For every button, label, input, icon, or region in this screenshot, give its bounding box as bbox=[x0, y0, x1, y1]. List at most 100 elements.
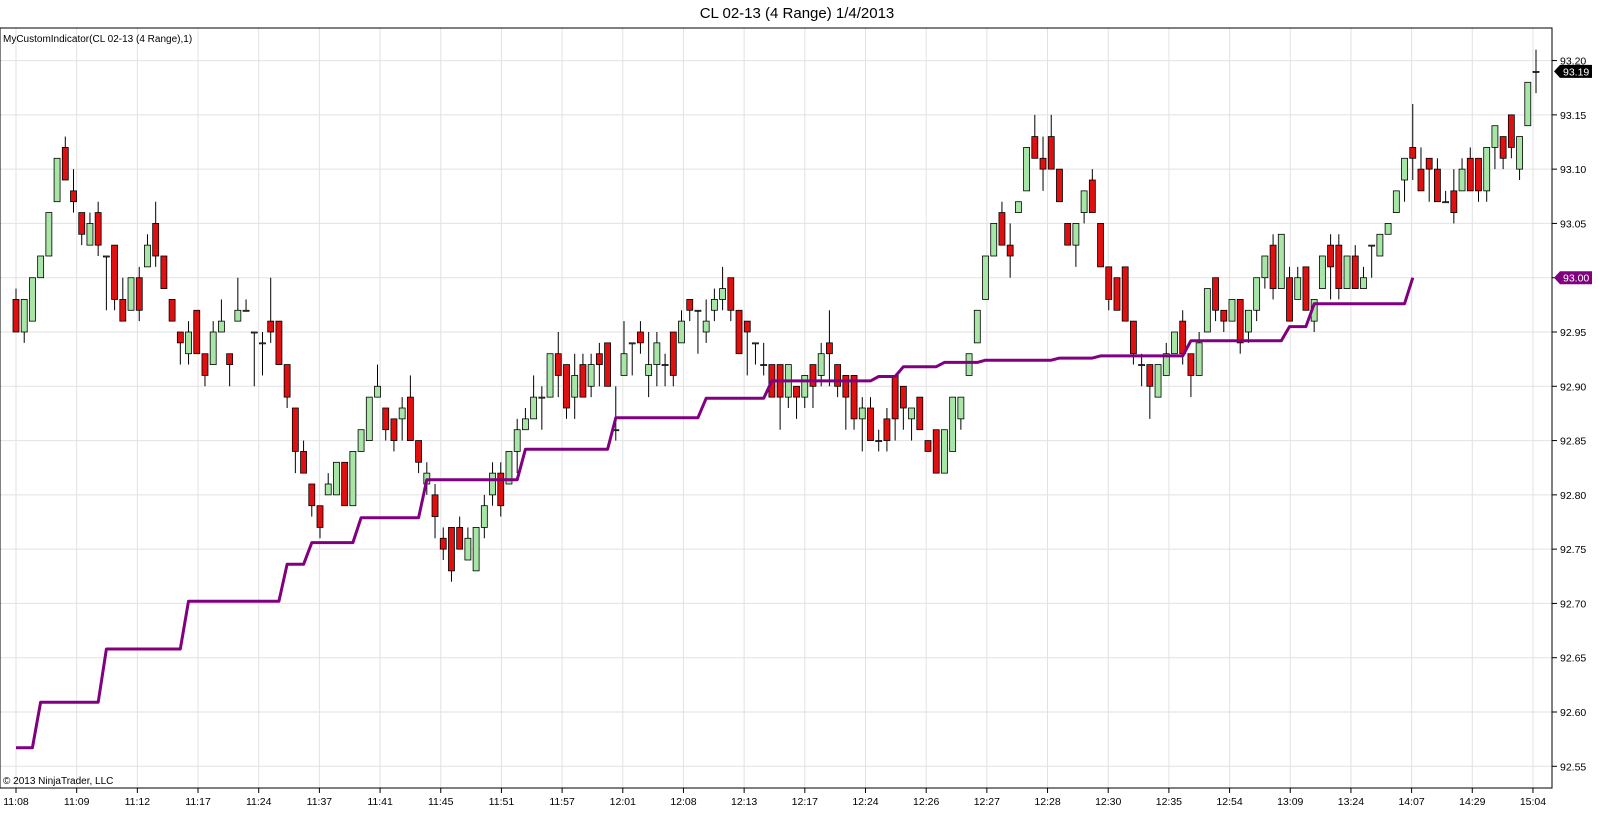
candle-body-down bbox=[891, 375, 899, 420]
candle bbox=[760, 342, 768, 376]
candle bbox=[308, 483, 316, 517]
candle-body-down bbox=[94, 212, 102, 246]
candle-body-up bbox=[1014, 201, 1022, 213]
candle bbox=[1203, 288, 1211, 333]
candle bbox=[1138, 353, 1146, 387]
candle-body-down bbox=[842, 375, 850, 398]
candle-body-up bbox=[398, 407, 406, 420]
candle-body-up bbox=[1491, 125, 1499, 148]
candle-body-up bbox=[1203, 288, 1211, 333]
candle bbox=[61, 136, 69, 181]
candle-body-up bbox=[949, 396, 957, 452]
candle-body-up bbox=[489, 472, 496, 496]
candle bbox=[1376, 233, 1384, 257]
candle bbox=[1228, 299, 1236, 322]
candle bbox=[226, 353, 234, 387]
candle-body-down bbox=[1212, 277, 1219, 311]
candle-body-up bbox=[702, 320, 710, 333]
candle-body-down bbox=[1121, 266, 1129, 322]
candle bbox=[587, 353, 595, 398]
y-tick-label: 92.65 bbox=[1560, 653, 1586, 665]
candle-body-up bbox=[250, 331, 258, 334]
candle-body-down bbox=[1475, 157, 1482, 192]
candle-body-down bbox=[1105, 266, 1113, 300]
candle bbox=[1014, 201, 1022, 213]
candle-body-up bbox=[234, 309, 242, 322]
candle bbox=[382, 407, 390, 441]
candle-body-down bbox=[390, 418, 398, 441]
candle-body-down bbox=[78, 212, 86, 235]
candle-body-up bbox=[628, 342, 636, 345]
candle-body-up bbox=[1245, 309, 1252, 333]
candle bbox=[645, 332, 653, 398]
candle-body-down bbox=[1039, 157, 1047, 170]
x-tick-label: 11:24 bbox=[246, 796, 272, 808]
candle-body-down bbox=[1434, 168, 1441, 203]
candle-body-down bbox=[850, 375, 858, 420]
candle-body-down bbox=[152, 223, 160, 257]
candle-body-down bbox=[291, 407, 299, 452]
y-tick-label: 93.15 bbox=[1560, 110, 1586, 122]
candle bbox=[1162, 342, 1170, 376]
x-tick-label: 14:29 bbox=[1459, 796, 1485, 808]
candle-body-up bbox=[464, 537, 472, 561]
candle bbox=[70, 169, 77, 213]
chart-title: CL 02-13 (4 Range) 1/4/2013 bbox=[700, 5, 895, 22]
candle-body-up bbox=[661, 364, 669, 366]
candle bbox=[1499, 136, 1507, 170]
candle bbox=[899, 385, 907, 430]
candle bbox=[1401, 157, 1408, 202]
x-tick-label: 12:54 bbox=[1216, 796, 1242, 808]
candle-body-down bbox=[456, 527, 464, 550]
candle bbox=[1335, 234, 1343, 300]
candle-body-down bbox=[899, 385, 907, 409]
candle bbox=[1031, 114, 1039, 159]
y-tick-label: 93.05 bbox=[1560, 218, 1586, 230]
candle-body-up bbox=[333, 461, 340, 496]
candle bbox=[1417, 147, 1425, 192]
candle bbox=[102, 255, 110, 311]
candle bbox=[1253, 277, 1261, 322]
candle bbox=[826, 310, 833, 387]
candle bbox=[480, 494, 488, 539]
candle bbox=[538, 386, 546, 430]
candle bbox=[20, 299, 28, 343]
candle bbox=[1097, 223, 1104, 268]
candle bbox=[1507, 114, 1515, 159]
candle bbox=[1277, 233, 1285, 289]
candle bbox=[341, 461, 349, 507]
candle bbox=[168, 299, 176, 322]
x-tick-label: 11:41 bbox=[367, 796, 393, 808]
candle-body-up bbox=[53, 157, 61, 203]
candle-body-up bbox=[1162, 353, 1170, 376]
candle bbox=[1220, 309, 1228, 332]
candle-body-up bbox=[678, 320, 685, 344]
candle bbox=[398, 397, 406, 441]
candle-body-up bbox=[858, 407, 866, 420]
candle bbox=[1524, 81, 1532, 127]
candle bbox=[965, 353, 973, 376]
candle-body-up bbox=[965, 353, 973, 376]
candle-body-up bbox=[710, 299, 718, 311]
candle bbox=[973, 309, 981, 344]
candle-body-down bbox=[1130, 320, 1137, 355]
candle bbox=[291, 407, 299, 474]
candle bbox=[1483, 147, 1491, 202]
x-tick-label: 12:27 bbox=[974, 796, 1000, 808]
candle-body-up bbox=[1376, 233, 1384, 257]
candle-body-down bbox=[1006, 244, 1014, 257]
candle bbox=[234, 277, 242, 322]
candle bbox=[1023, 147, 1030, 192]
candle bbox=[1302, 266, 1310, 311]
candle bbox=[990, 223, 998, 257]
candle-body-up bbox=[1294, 277, 1302, 300]
candle bbox=[29, 277, 36, 322]
y-tick-label: 93.20 bbox=[1560, 56, 1586, 68]
candle bbox=[185, 321, 192, 365]
candle bbox=[1442, 190, 1450, 204]
candle-body-up bbox=[1368, 244, 1376, 247]
candle-body-up bbox=[365, 396, 373, 441]
indicator-badge: 93.00 bbox=[1554, 271, 1592, 285]
candle-body-down bbox=[382, 407, 390, 431]
candle-body-up bbox=[1524, 81, 1532, 127]
